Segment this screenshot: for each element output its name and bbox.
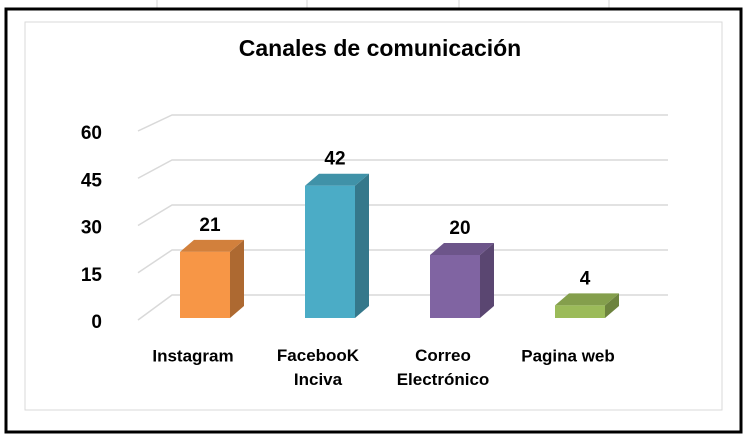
x-tick-label: Correo Electrónico (397, 346, 490, 389)
data-label: 20 (449, 218, 470, 239)
x-tick-label: Instagram (152, 346, 233, 365)
bar-top (305, 173, 369, 186)
x-tick-label: FacebooK Inciva (277, 346, 360, 389)
bar-top (555, 293, 619, 306)
grid-line (137, 249, 668, 274)
y-tick-label: 45 (81, 170, 103, 191)
x-tick-label: Pagina web (521, 346, 615, 365)
y-tick-label: 60 (81, 123, 102, 144)
grid-line (137, 294, 668, 321)
y-tick-label: 0 (91, 312, 102, 333)
grid-line (137, 204, 668, 227)
grid-line (137, 159, 668, 179)
bar-top (180, 239, 244, 252)
grid-line (137, 114, 668, 132)
bar-side (355, 173, 369, 318)
bar (555, 305, 605, 318)
bar (305, 185, 355, 318)
chart-title: Canales de comunicación (239, 35, 521, 61)
data-label: 21 (199, 215, 221, 236)
data-label: 4 (580, 268, 591, 289)
sheet-grid (156, 0, 610, 8)
bar-side (230, 239, 244, 318)
bar-top (430, 243, 494, 255)
bar (180, 251, 230, 318)
bar-side (480, 243, 494, 318)
data-label: 42 (324, 149, 345, 170)
y-tick-label: 30 (81, 218, 102, 239)
y-tick-label: 15 (81, 265, 103, 286)
plot-frame (24, 21, 723, 411)
bar-side (605, 293, 619, 318)
bar (430, 255, 480, 318)
